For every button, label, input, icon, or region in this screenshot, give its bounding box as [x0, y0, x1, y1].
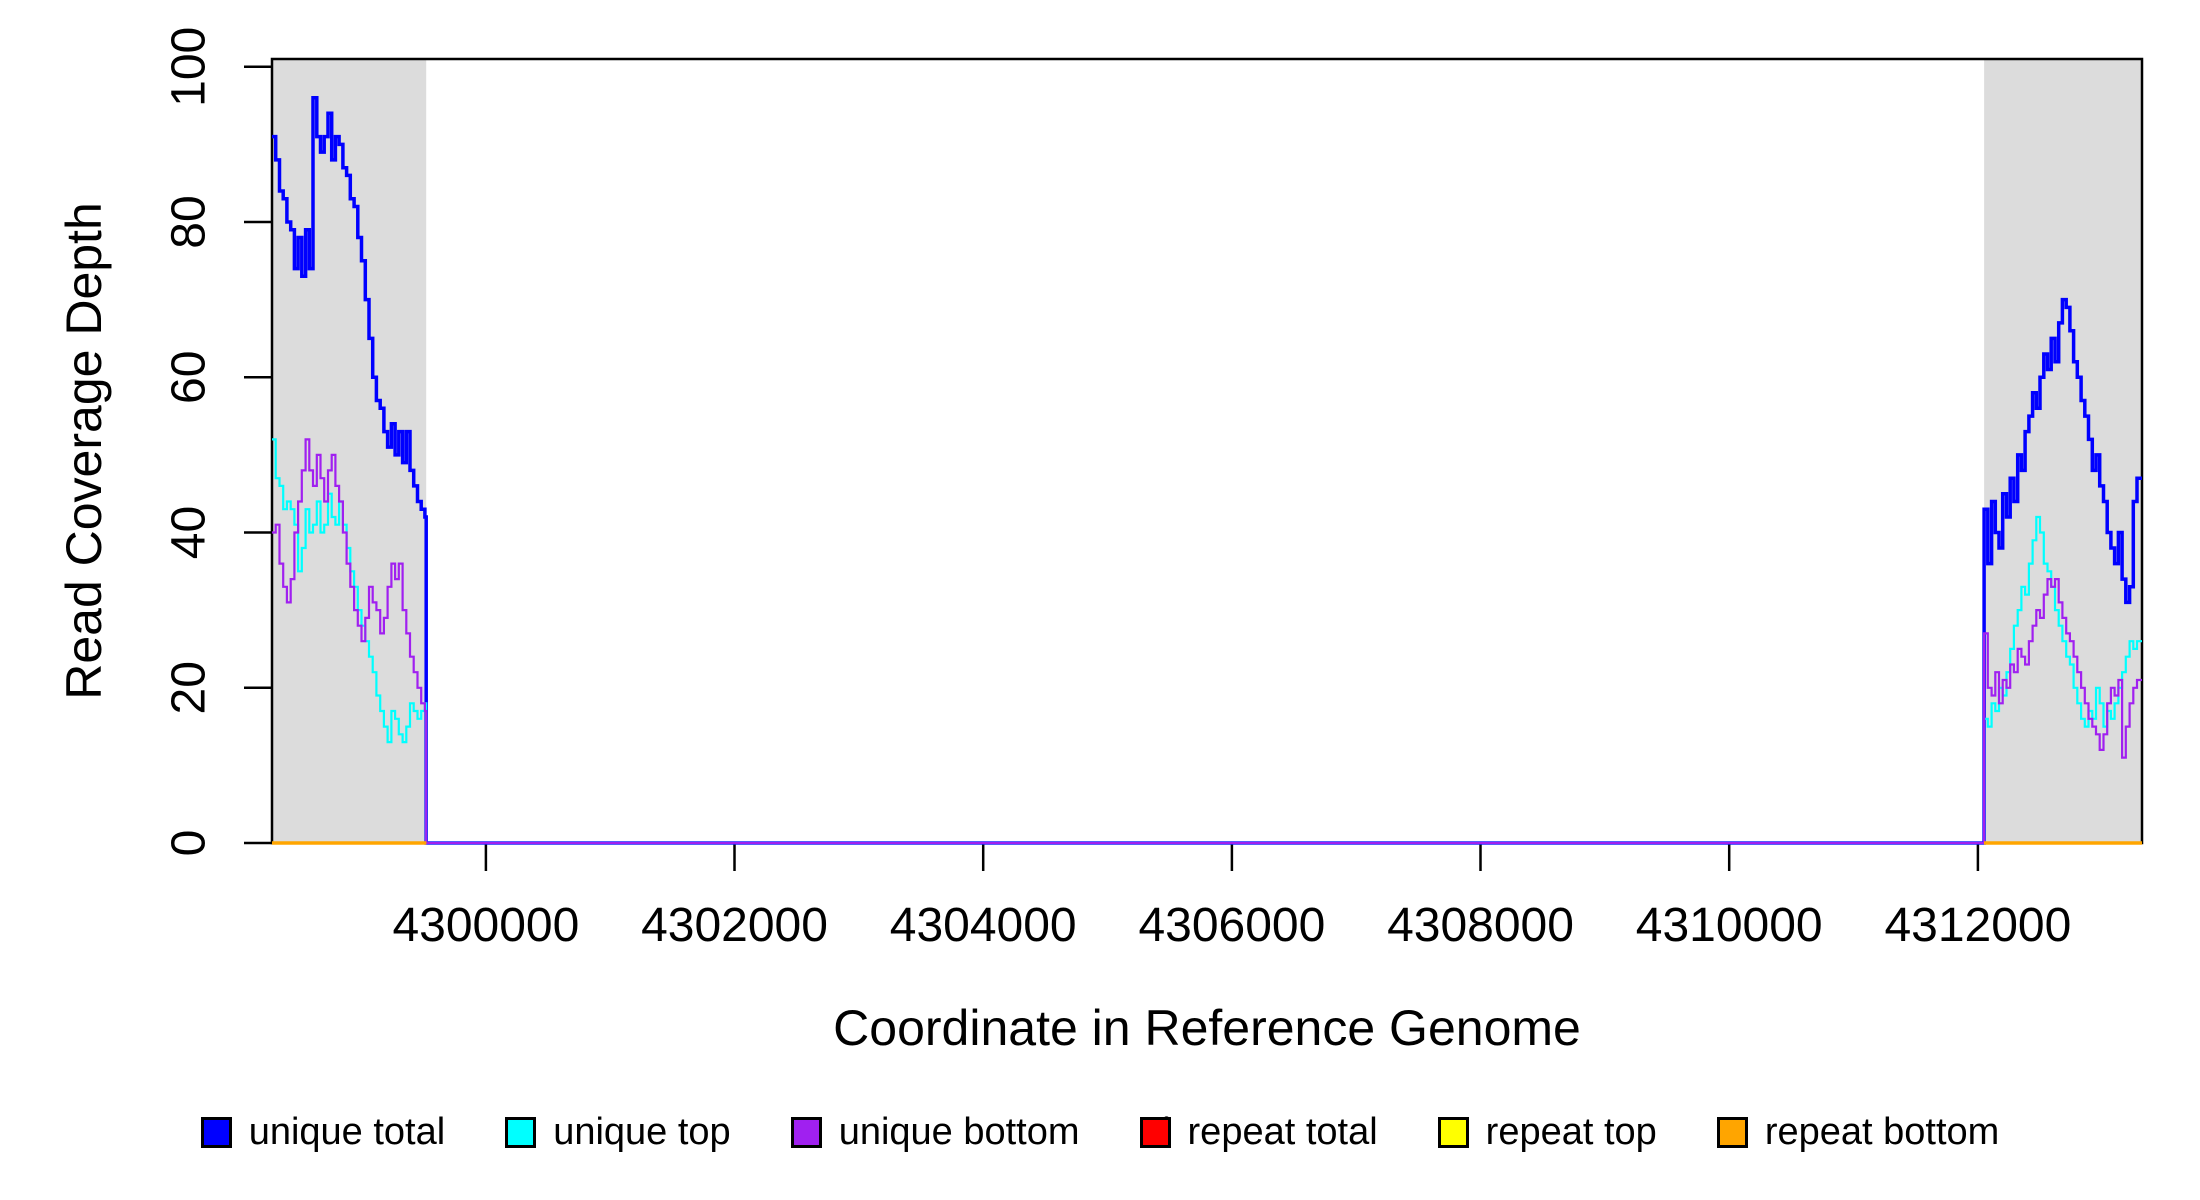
plot-border: [270, 57, 2144, 845]
series-line-unique-bottom: [272, 438, 2142, 845]
x-tick-label: 4308000: [1387, 899, 1574, 952]
y-tick-label: 20: [163, 661, 216, 714]
x-tick-label: 4310000: [1636, 899, 1823, 952]
x-tick-label: 4302000: [641, 899, 828, 952]
legend-swatch-unique-total: [200, 1116, 232, 1148]
x-tick-label: 4304000: [890, 899, 1077, 952]
coverage-plot: 4300000 4302000 4304000 4306000 4308000 43100…: [163, 27, 2144, 952]
legend-swatch-repeat-top: [1437, 1116, 1469, 1148]
legend-label-repeat-top: repeat top: [1485, 1110, 1657, 1153]
x-axis-title: Coordinate in Reference Genome: [833, 1000, 1581, 1056]
legend-item-repeat-total: repeat total: [1139, 1110, 1378, 1154]
y-tick-label: 100: [163, 27, 216, 107]
series-line-unique-top: [272, 438, 2142, 845]
legend-item-unique-top: unique top: [505, 1111, 731, 1154]
legend-label-unique-total: unique total: [248, 1110, 446, 1153]
y-tick-label: 0: [163, 830, 216, 857]
x-tick-label: 4300000: [392, 899, 579, 952]
legend-swatch-repeat-bottom: [1716, 1116, 1748, 1148]
legend-swatch-unique-top: [505, 1116, 537, 1148]
legend: unique total unique top unique bottom re…: [0, 1106, 2200, 1158]
legend-item-repeat-top: repeat top: [1437, 1110, 1657, 1154]
legend-swatch-repeat-total: [1139, 1116, 1171, 1148]
y-tick-label: 80: [163, 195, 216, 248]
y-tick-label: 60: [163, 351, 216, 404]
legend-label-unique-bottom: unique bottom: [838, 1110, 1080, 1153]
legend-label-repeat-bottom: repeat bottom: [1764, 1110, 2000, 1153]
legend-item-unique-total: unique total: [200, 1110, 446, 1154]
x-tick-label: 4312000: [1884, 899, 2071, 952]
legend-label-unique-top: unique top: [553, 1110, 731, 1153]
series-line-unique-total: [272, 96, 2142, 845]
legend-item-unique-bottom: unique bottom: [790, 1110, 1080, 1154]
legend-label-repeat-total: repeat total: [1187, 1110, 1378, 1153]
y-tick-label: 40: [163, 506, 216, 559]
legend-item-repeat-bottom: repeat bottom: [1716, 1110, 2000, 1154]
shaded-region-right: [1984, 59, 2142, 843]
x-tick-label: 4306000: [1138, 899, 1325, 952]
legend-swatch-unique-bottom: [790, 1116, 822, 1148]
y-axis-title: Read Coverage Depth: [56, 202, 112, 700]
